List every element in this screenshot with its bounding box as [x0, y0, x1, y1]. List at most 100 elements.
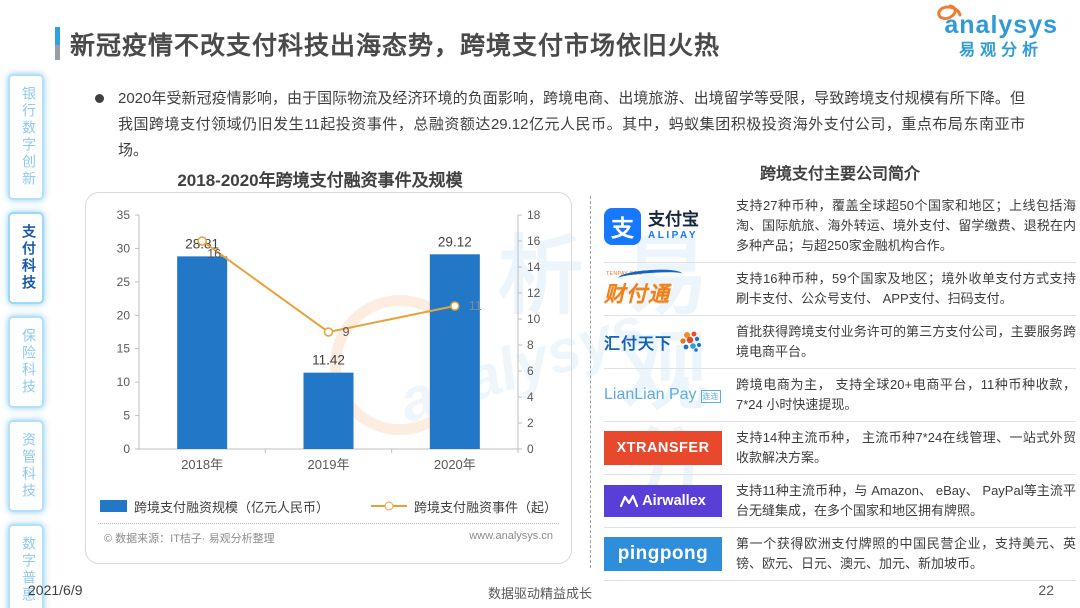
alipay-logo: 支 支付宝 ALIPAY — [604, 207, 724, 245]
chart-text: 20 — [117, 308, 131, 322]
chart-text: 16 — [527, 234, 541, 248]
sidebar-item-payment-tech[interactable]: 支付科技 — [8, 212, 44, 304]
summary-text: 2020年受新冠疫情影响，由于国际物流及经济环境的负面影响，跨境电商、出境旅游、… — [118, 90, 1025, 159]
tenpay-logo-tiny: TENPAY.COM — [606, 271, 643, 277]
line-marker — [197, 236, 207, 246]
vertical-divider — [590, 196, 591, 568]
bar — [177, 256, 228, 449]
source-divider — [98, 523, 559, 524]
alipay-mark-icon: 支 — [604, 207, 641, 245]
chart-text: 30 — [117, 241, 131, 255]
legend-line-label: 跨境支付融资事件（起） — [414, 499, 558, 515]
bar-swatch-icon — [99, 500, 127, 512]
lianlian-logo-text: LianLian Pay — [604, 386, 697, 403]
xtransfer-logo: XTRANSFER — [604, 431, 724, 465]
sidebar-item-bank-digital[interactable]: 银行数字创新 — [8, 74, 44, 200]
watermark-cn: 易观分析 — [484, 230, 705, 518]
line-swatch-icon — [371, 505, 407, 507]
chart-text: 25 — [117, 275, 131, 289]
chart-text: 11 — [469, 299, 482, 313]
chart-text: 0 — [527, 442, 534, 456]
company-row-lianlian: LianLian Pay 连连 跨境电商为主， 支持全球20+电商平台，11种币… — [604, 369, 1076, 422]
chart-text: 2020年 — [434, 457, 476, 472]
company-row-xtransfer: XTRANSFER 支持14种主流币种， 主流币种7*24在线管理、一站式外贸收… — [604, 422, 1076, 475]
line-marker — [323, 327, 334, 337]
legend-item-bar: 跨境支付融资规模（亿元人民币） — [99, 497, 329, 516]
chart-panel: 0 5 10 15 20 25 30 35 0 2 4 6 8 10 12 14 16 18 2018年 2019年 2… — [85, 192, 572, 564]
title-accent-bar — [55, 27, 60, 60]
company-description: 支持14种主流币种， 主流币种7*24在线管理、一站式外贸收款解决方案。 — [736, 430, 1076, 465]
line-series — [201, 240, 456, 334]
chart-title: 2018-2020年跨境支付融资事件及规模 — [177, 171, 463, 190]
chart-text: 29.12 — [438, 234, 472, 249]
source-url: www.analysys.cn — [469, 530, 553, 542]
chart-text: 2018年 — [181, 457, 223, 472]
analysys-logo-word: analysys — [937, 4, 1058, 40]
chart-text: 12 — [527, 286, 541, 300]
bullet-dot-icon — [95, 94, 104, 103]
chart-text: 2019年 — [308, 457, 350, 472]
bar — [303, 372, 354, 449]
company-description: 支持16种币种，59个国家及地区；境外收单支付方式支持刷卡支付、公众号支付、 A… — [736, 271, 1076, 306]
chart-text: 9 — [343, 325, 350, 339]
chart-text: 10 — [527, 312, 541, 326]
analysys-logo-cn: 易观分析 — [959, 41, 1044, 59]
sidebar-item-insurance-tech[interactable]: 保险科技 — [8, 316, 44, 408]
chart-text: 0 — [123, 442, 130, 456]
footer-slogan: 数据驱动精益成长 — [487, 586, 592, 601]
chart-text: 18 — [527, 208, 541, 222]
lianlian-badge: 连连 — [700, 390, 721, 403]
companies-panel: 跨境支付主要公司简介 支 支付宝 ALIPAY 支持27种币种，覆盖全球超50个… — [604, 160, 1076, 581]
chart-text: 6 — [527, 364, 534, 378]
alipay-logo-cn: 支付宝 — [648, 210, 699, 230]
pingpong-logo: pingpong — [604, 537, 724, 571]
chart-text: 8 — [527, 338, 534, 352]
legend-bar-label: 跨境支付融资规模（亿元人民币） — [133, 499, 329, 515]
chart-legend: 跨境支付融资规模（亿元人民币） 跨境支付融资事件（起） — [92, 491, 565, 521]
chart-text: 14 — [527, 260, 541, 274]
chart-text: 15 — [117, 342, 131, 356]
legend-item-line: 跨境支付融资事件（起） — [371, 497, 557, 516]
chart-text: 11.42 — [312, 353, 345, 368]
huifu-logo-text: 汇付天下 — [604, 336, 673, 353]
data-source-note: © 数据来源：IT桔子· 易观分析整理 — [104, 533, 275, 545]
page-number: 22 — [1038, 582, 1054, 598]
chart-text: 4 — [527, 390, 534, 404]
tenpay-logo-text: 财付通 — [604, 283, 670, 306]
logo-swoosh-icon — [937, 4, 962, 21]
airwallex-logo: Airwallex — [604, 485, 724, 517]
company-description: 支持11种主流币种，与 Amazon、 eBay、 PayPal等主流平台无缝集… — [736, 483, 1076, 518]
alipay-logo-en: ALIPAY — [648, 229, 699, 241]
bar — [429, 254, 480, 449]
lianlian-logo: LianLian Pay 连连 — [604, 386, 724, 404]
company-description: 首批获得跨境支付业务许可的第三方支付公司，主要服务跨境电商平台。 — [736, 324, 1076, 359]
airwallex-mark-icon — [620, 494, 639, 508]
section-tab-rail: 银行数字创新 支付科技 保险科技 资管科技 数字普惠 — [8, 74, 44, 608]
chart-text: 10 — [117, 375, 131, 389]
company-row-alipay: 支 支付宝 ALIPAY 支持27种币种，覆盖全球超50个国家和地区；上线包括海… — [604, 190, 1076, 263]
chart-source-row: © 数据来源：IT桔子· 易观分析整理 www.analysys.cn — [92, 524, 565, 550]
funding-chart: 0 5 10 15 20 25 30 35 0 2 4 6 8 10 12 14 16 18 2018年 2019年 2… — [117, 208, 541, 472]
company-row-pingpong: pingpong 第一个获得欧洲支付牌照的中国民营企业，支持美元、英镑、欧元、日… — [604, 528, 1076, 581]
summary-bullet: 2020年受新冠疫情影响，由于国际物流及经济环境的负面影响，跨境电商、出境旅游、… — [95, 86, 1025, 164]
company-description: 跨境电商为主， 支持全球20+电商平台，11种币种收款，7*24 小时快速提现。 — [736, 377, 1076, 412]
sidebar-item-digital-inclusion[interactable]: 数字普惠 — [8, 524, 44, 608]
company-row-airwallex: Airwallex 支持11种主流币种，与 Amazon、 eBay、 PayP… — [604, 475, 1076, 528]
chart-text: 5 — [123, 409, 130, 423]
line-marker — [450, 301, 460, 311]
tenpay-logo: TENPAY.COM 财付通 — [604, 267, 724, 308]
company-row-tenpay: TENPAY.COM 财付通 支持16种币种，59个国家及地区；境外收单支付方式… — [604, 263, 1076, 316]
sidebar-item-asset-tech[interactable]: 资管科技 — [8, 420, 44, 512]
airwallex-logo-text: Airwallex — [642, 493, 706, 509]
company-description: 支持27种币种，覆盖全球超50个国家和地区；上线包括海淘、国际航旅、海外转运、境… — [736, 198, 1076, 253]
page-title: 新冠疫情不改支付科技出海态势，跨境支付市场依旧火热 — [70, 32, 721, 60]
company-description: 第一个获得欧洲支付牌照的中国民营企业，支持美元、英镑、欧元、日元、澳元、加元、新… — [736, 536, 1076, 571]
huifu-mosaic-icon — [680, 331, 702, 352]
analysys-logo: analysys 易观分析 — [937, 4, 1058, 59]
company-row-huifu: 汇付天下 首批获得跨境支付业务许可的第三方支付公司，主要服务跨境电商平台。 — [604, 316, 1076, 369]
footer-date: 2021/6/9 — [28, 582, 83, 598]
chart-text: 2 — [527, 416, 534, 430]
huifu-logo: 汇付天下 — [604, 330, 724, 354]
companies-title: 跨境支付主要公司简介 — [759, 166, 920, 183]
